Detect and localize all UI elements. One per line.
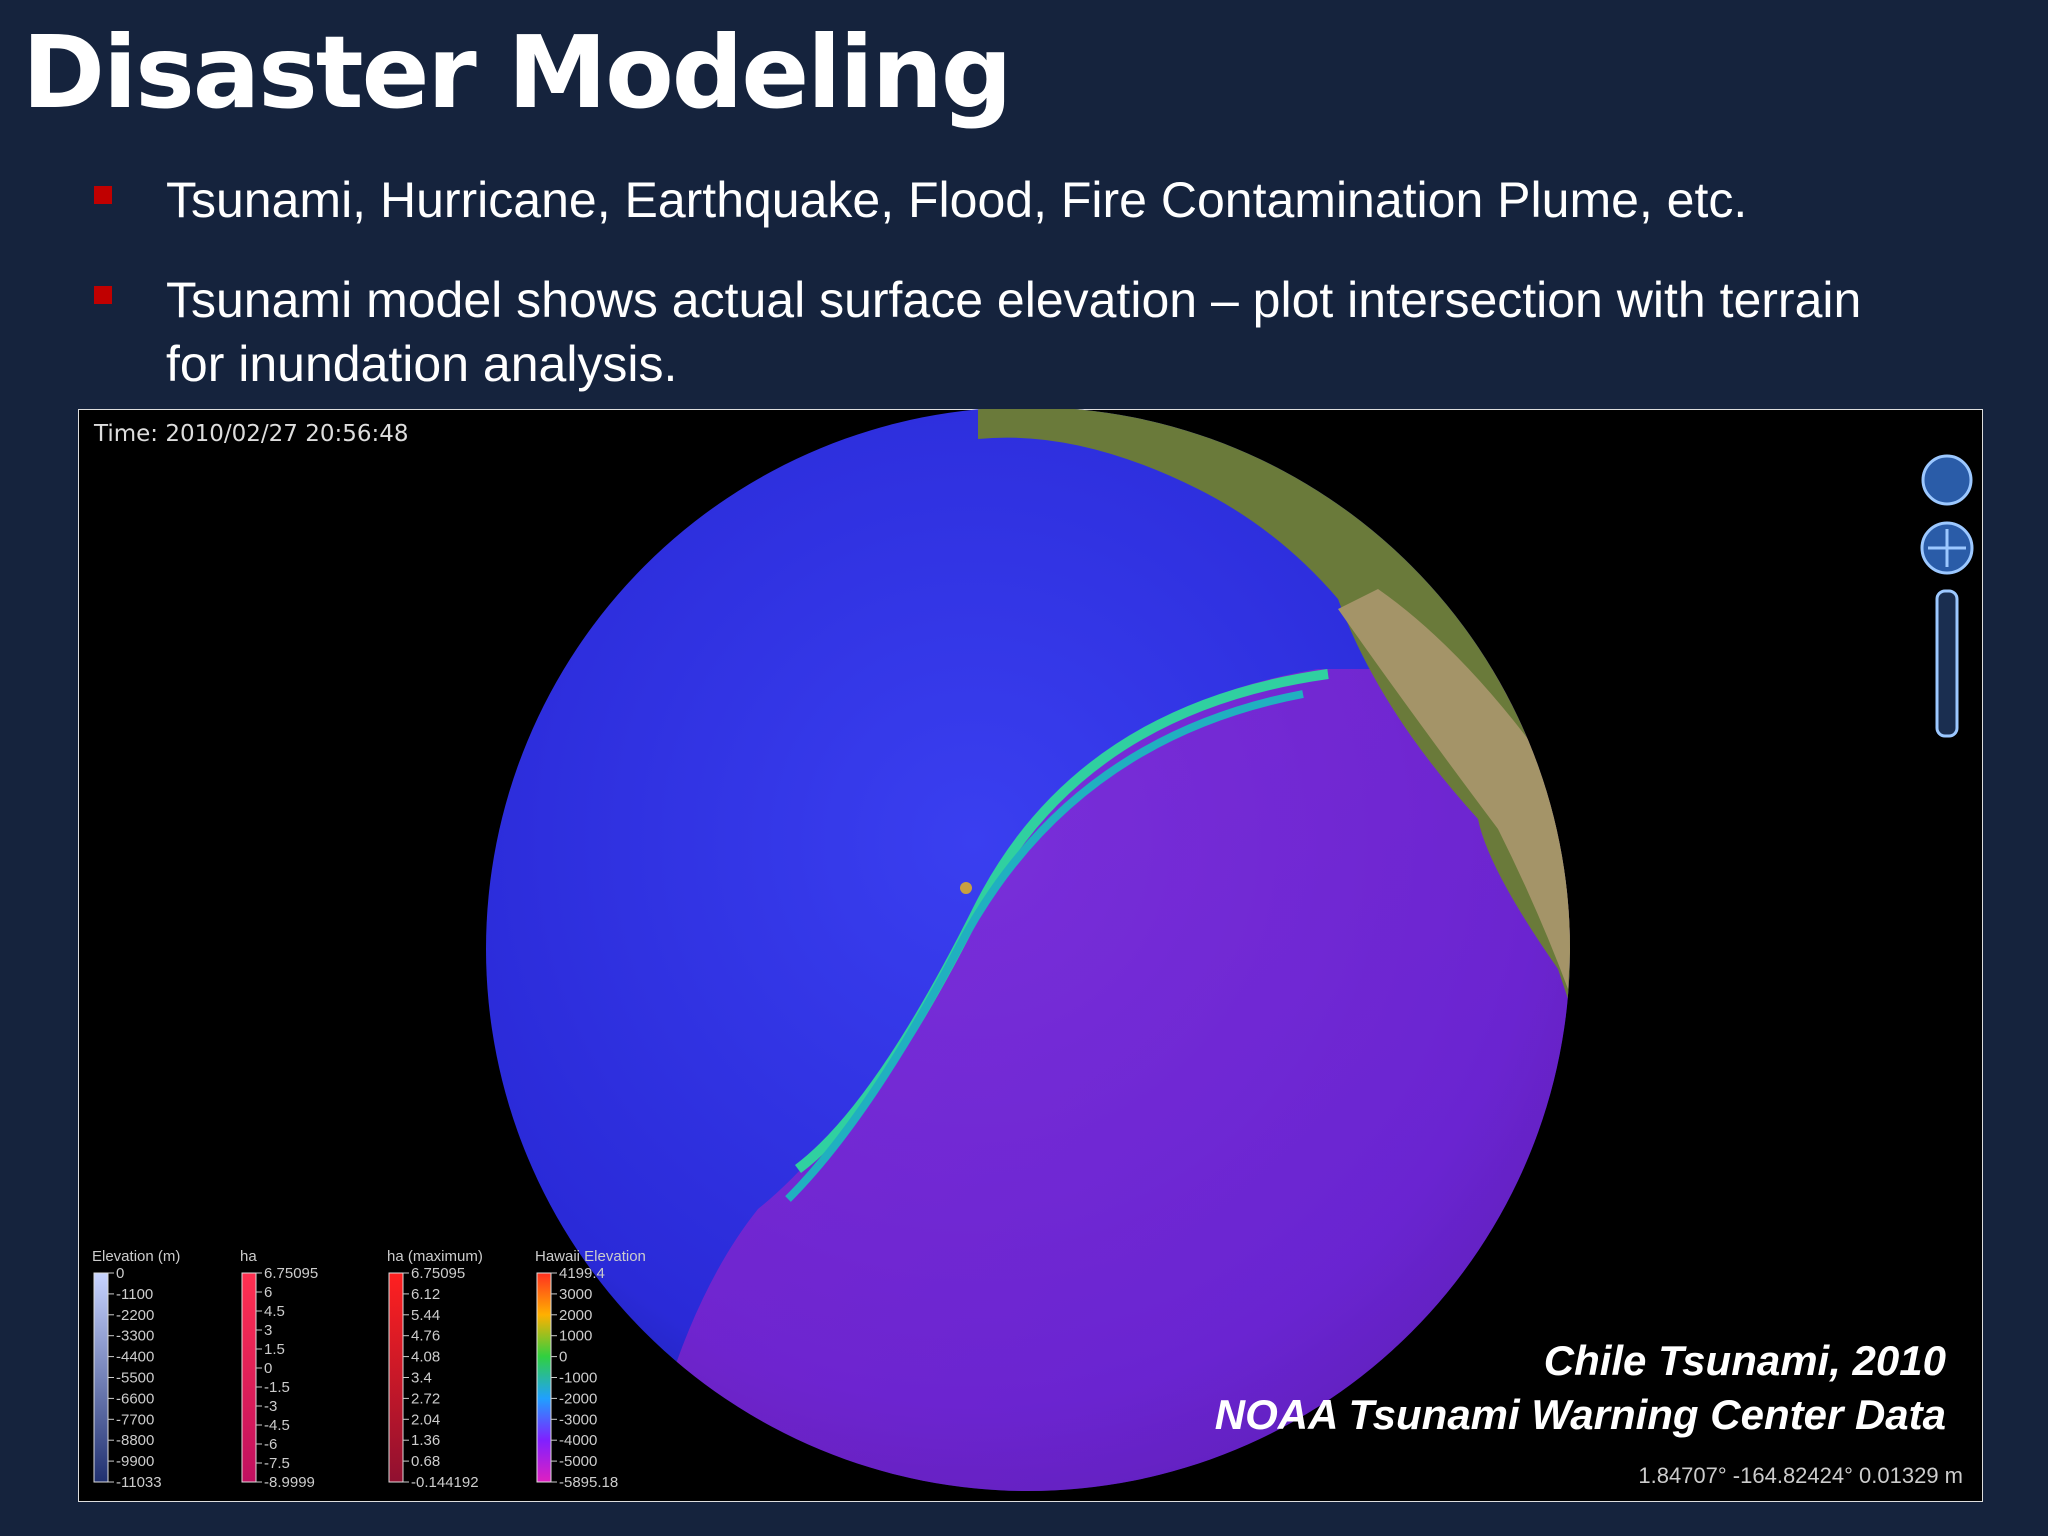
- legend-label: -1100: [116, 1286, 153, 1303]
- legend-label: 3: [264, 1322, 272, 1339]
- hawaii: [960, 882, 972, 894]
- legend-label: 6.12: [411, 1286, 440, 1303]
- legend-title: Elevation (m): [92, 1248, 180, 1265]
- legend-label: -4400: [116, 1349, 154, 1366]
- legend-label: -4.5: [264, 1417, 290, 1434]
- legend-label: 1.36: [411, 1432, 440, 1449]
- nav-controls[interactable]: [1920, 454, 1974, 738]
- legend-label: 4.76: [411, 1328, 440, 1345]
- legend-label: -8.9999: [264, 1474, 315, 1491]
- legend-label: -9900: [116, 1453, 154, 1470]
- color-bar: [536, 1272, 552, 1483]
- legend-label: -7700: [116, 1411, 154, 1428]
- legend-label: -6: [264, 1436, 277, 1453]
- legend-label: -2000: [559, 1390, 597, 1407]
- time-label: Time: 2010/02/27 20:56:48: [93, 421, 409, 447]
- tsunami-field: [638, 669, 1570, 1491]
- legend-label: 6: [264, 1284, 272, 1301]
- legend-label: 4.08: [411, 1349, 440, 1366]
- legend-label: 0: [116, 1265, 124, 1282]
- bullet: Tsunami model shows actual surface eleva…: [166, 268, 1861, 396]
- legend-label: 5.44: [411, 1307, 440, 1324]
- legend-label: 3.4: [411, 1370, 432, 1387]
- legend-label: -4000: [559, 1432, 597, 1449]
- color-bar: [93, 1272, 109, 1483]
- legend-label: -11033: [116, 1474, 162, 1491]
- coordinates: 1.84707° -164.82424° 0.01329 m: [1638, 1463, 1963, 1488]
- legend-label: 0.68: [411, 1453, 440, 1470]
- color-bar: [388, 1272, 404, 1483]
- legend-label: 0: [264, 1360, 272, 1377]
- legend-label: 0: [559, 1349, 567, 1366]
- color-bar: [241, 1272, 257, 1483]
- legend-label: -1.5: [264, 1379, 290, 1396]
- legend-label: 6.75095: [264, 1265, 318, 1282]
- legend-label: -3: [264, 1398, 277, 1415]
- legend-label: 2.72: [411, 1390, 440, 1407]
- legend-label: -7.5: [264, 1455, 290, 1472]
- legend-label: -6600: [116, 1390, 154, 1407]
- legend-label: -3000: [559, 1411, 597, 1428]
- legend-title: Hawaii Elevation: [535, 1248, 646, 1265]
- legend-label: 4199.4: [559, 1265, 605, 1282]
- bullet-line: for inundation analysis.: [166, 336, 678, 392]
- bullet-line: Tsunami model shows actual surface eleva…: [166, 272, 1862, 328]
- bullet-marker: [94, 186, 112, 204]
- bullet-line: Tsunami, Hurricane, Earthquake, Flood, F…: [166, 172, 1748, 228]
- legend-label: -3300: [116, 1328, 154, 1345]
- legend-label: 2.04: [411, 1411, 440, 1428]
- legend-label: -8800: [116, 1432, 154, 1449]
- legend-label: -5895.18: [559, 1474, 618, 1491]
- land: [1338, 589, 1570, 989]
- wave-front: [785, 690, 1304, 1202]
- legend-label: 2000: [559, 1307, 592, 1324]
- caption: Chile Tsunami, 2010: [1544, 1337, 1946, 1384]
- legend-label: -0.144192: [411, 1474, 479, 1491]
- slide-title: Disaster Modeling: [22, 14, 1013, 131]
- caption: NOAA Tsunami Warning Center Data: [1215, 1391, 1946, 1438]
- legend-label: 3000: [559, 1286, 592, 1303]
- bullet: Tsunami, Hurricane, Earthquake, Flood, F…: [166, 168, 1747, 232]
- legend-label: 1000: [559, 1328, 592, 1345]
- legend-label: 1.5: [264, 1341, 285, 1358]
- legend-label: -2200: [116, 1307, 154, 1324]
- bullet-marker: [94, 286, 112, 304]
- legend-label: 4.5: [264, 1303, 285, 1320]
- legend-title: ha (maximum): [387, 1248, 483, 1265]
- legend-label: -5000: [559, 1453, 597, 1470]
- legend-label: 6.75095: [411, 1265, 465, 1282]
- legend-title: ha: [240, 1248, 257, 1265]
- legend-label: -5500: [116, 1370, 154, 1387]
- legend-label: -1000: [559, 1370, 597, 1387]
